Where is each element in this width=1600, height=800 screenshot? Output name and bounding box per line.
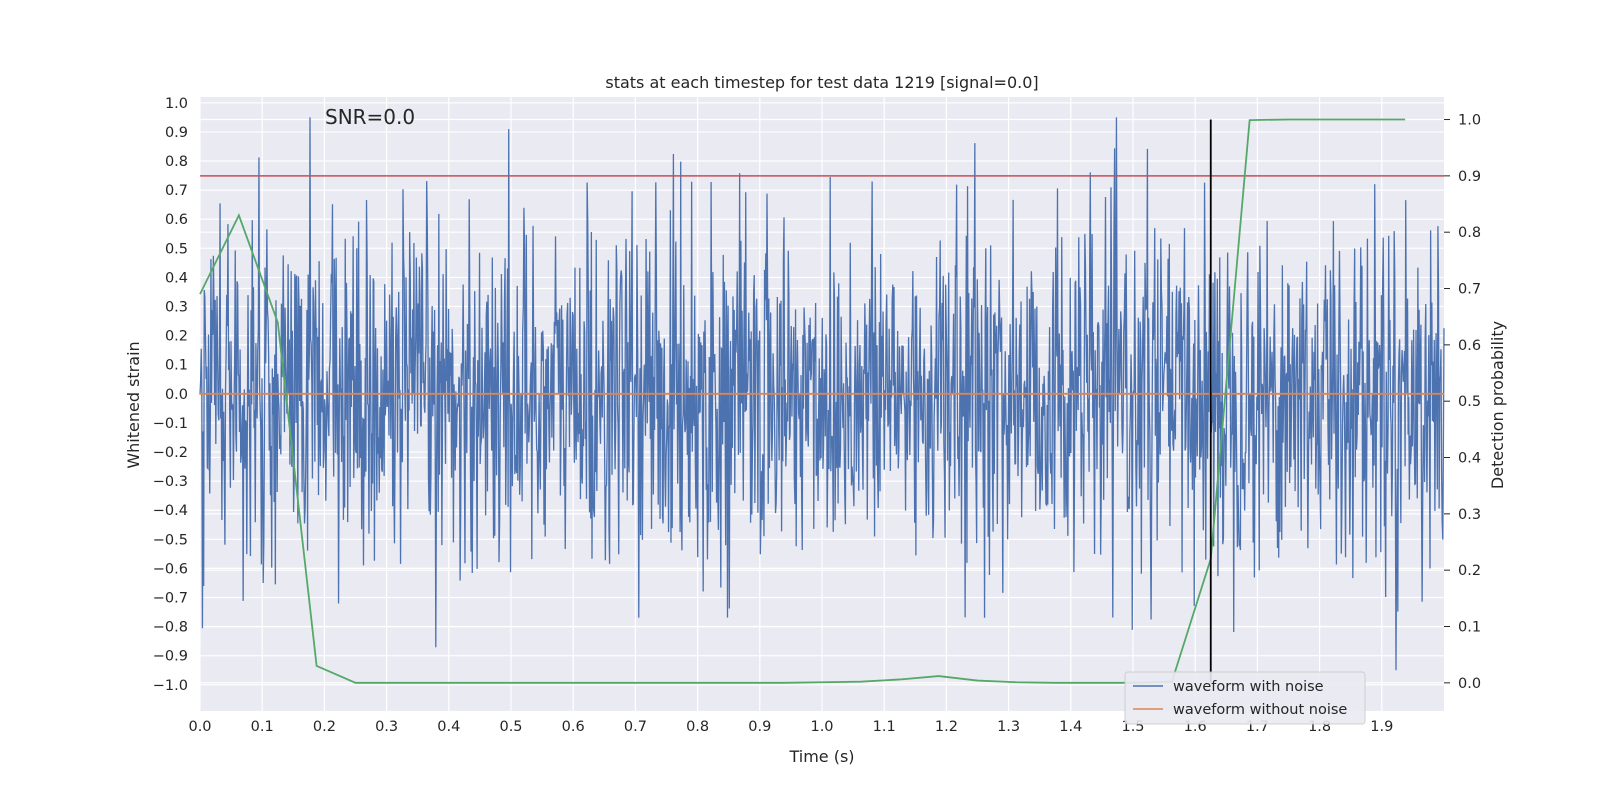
series-waveform-with-noise bbox=[199, 117, 1445, 671]
x-tick-label: 1.0 bbox=[810, 719, 833, 735]
y-tick-label: −0.1 bbox=[153, 416, 188, 432]
y2-tick-label: 0.4 bbox=[1458, 451, 1481, 467]
y2-tick-label: 0.7 bbox=[1458, 282, 1481, 298]
x-tick-label: 1.1 bbox=[873, 719, 896, 735]
x-tick-label: 0.5 bbox=[499, 719, 522, 735]
y-tick-label: 0.4 bbox=[165, 270, 188, 286]
y2-tick-label: 0.8 bbox=[1458, 225, 1481, 241]
x-tick-label: 0.0 bbox=[188, 719, 211, 735]
y-tick-label: 0.0 bbox=[165, 387, 188, 403]
y-tick-label: −0.8 bbox=[153, 620, 188, 636]
y2-tick-label: 0.6 bbox=[1458, 338, 1481, 354]
y-tick-label: 0.6 bbox=[165, 212, 188, 228]
legend-box bbox=[1124, 671, 1366, 725]
y2-tick-label: 1.0 bbox=[1458, 113, 1481, 129]
x-tick-label: 1.2 bbox=[935, 719, 958, 735]
x-tick-label: 1.3 bbox=[997, 719, 1020, 735]
chart-title: stats at each timestep for test data 121… bbox=[605, 73, 1038, 92]
x-tick-label: 0.7 bbox=[624, 719, 647, 735]
y2-tick-label: 0.1 bbox=[1458, 620, 1481, 636]
x-tick-label: 0.4 bbox=[437, 719, 460, 735]
y-tick-label: −0.7 bbox=[153, 591, 188, 607]
y-tick-label: −0.9 bbox=[153, 649, 188, 665]
y-axis-label: Whitened strain bbox=[124, 341, 143, 468]
y-tick-label: 1.0 bbox=[165, 96, 188, 112]
x-axis-label: Time (s) bbox=[788, 747, 854, 766]
y-tick-label: −1.0 bbox=[153, 678, 188, 694]
y-tick-label: 0.8 bbox=[165, 154, 188, 170]
snr-annotation: SNR=0.0 bbox=[325, 105, 415, 129]
y-tick-label: 0.9 bbox=[165, 125, 188, 141]
y2-tick-label: 0.0 bbox=[1458, 676, 1481, 692]
x-tick-label: 0.8 bbox=[686, 719, 709, 735]
legend-label-noise: waveform with noise bbox=[1173, 679, 1324, 695]
y-tick-label: −0.6 bbox=[153, 561, 188, 577]
y-tick-label: −0.2 bbox=[153, 445, 188, 461]
y2-axis-ticks: 1.0 0.9 0.8 0.7 0.6 0.5 0.4 0.3 0.2 0.1 0.0 bbox=[1444, 113, 1481, 692]
y2-tick-label: 0.9 bbox=[1458, 169, 1481, 185]
x-tick-label: 0.3 bbox=[375, 719, 398, 735]
y-tick-label: 0.7 bbox=[165, 183, 188, 199]
x-tick-label: 1.9 bbox=[1370, 719, 1393, 735]
legend: waveform with noise waveform without noi… bbox=[1124, 671, 1366, 725]
legend-label-clean: waveform without noise bbox=[1173, 702, 1347, 718]
x-tick-label: 0.6 bbox=[562, 719, 585, 735]
x-tick-label: 0.1 bbox=[251, 719, 274, 735]
y-tick-label: 0.3 bbox=[165, 300, 188, 316]
y2-axis-label: Detection probability bbox=[1488, 321, 1507, 489]
y2-tick-label: 0.3 bbox=[1458, 507, 1481, 523]
y-tick-label: −0.4 bbox=[153, 503, 188, 519]
y-tick-label: 0.2 bbox=[165, 329, 188, 345]
y-tick-label: 0.1 bbox=[165, 358, 188, 374]
x-tick-label: 0.2 bbox=[313, 719, 336, 735]
y2-tick-label: 0.2 bbox=[1458, 563, 1481, 579]
y2-tick-label: 0.5 bbox=[1458, 394, 1481, 410]
x-tick-label: 0.9 bbox=[748, 719, 771, 735]
y-tick-label: −0.5 bbox=[153, 532, 188, 548]
series-detection-probability bbox=[199, 118, 1406, 684]
x-tick-label: 1.4 bbox=[1059, 719, 1082, 735]
plot-area bbox=[199, 117, 1445, 684]
y-axis-ticks: 1.0 0.9 0.8 0.7 0.6 0.5 0.4 0.3 0.2 0.1 0.0 −0.1 −0.… bbox=[153, 96, 188, 694]
y-tick-label: −0.3 bbox=[153, 474, 188, 490]
y-tick-label: 0.5 bbox=[165, 241, 188, 257]
x-axis-ticks: 0.0 0.1 0.2 0.3 0.4 0.5 0.6 0.7 0.8 0.9 1.0 1.1 1.2 1… bbox=[188, 719, 1393, 735]
